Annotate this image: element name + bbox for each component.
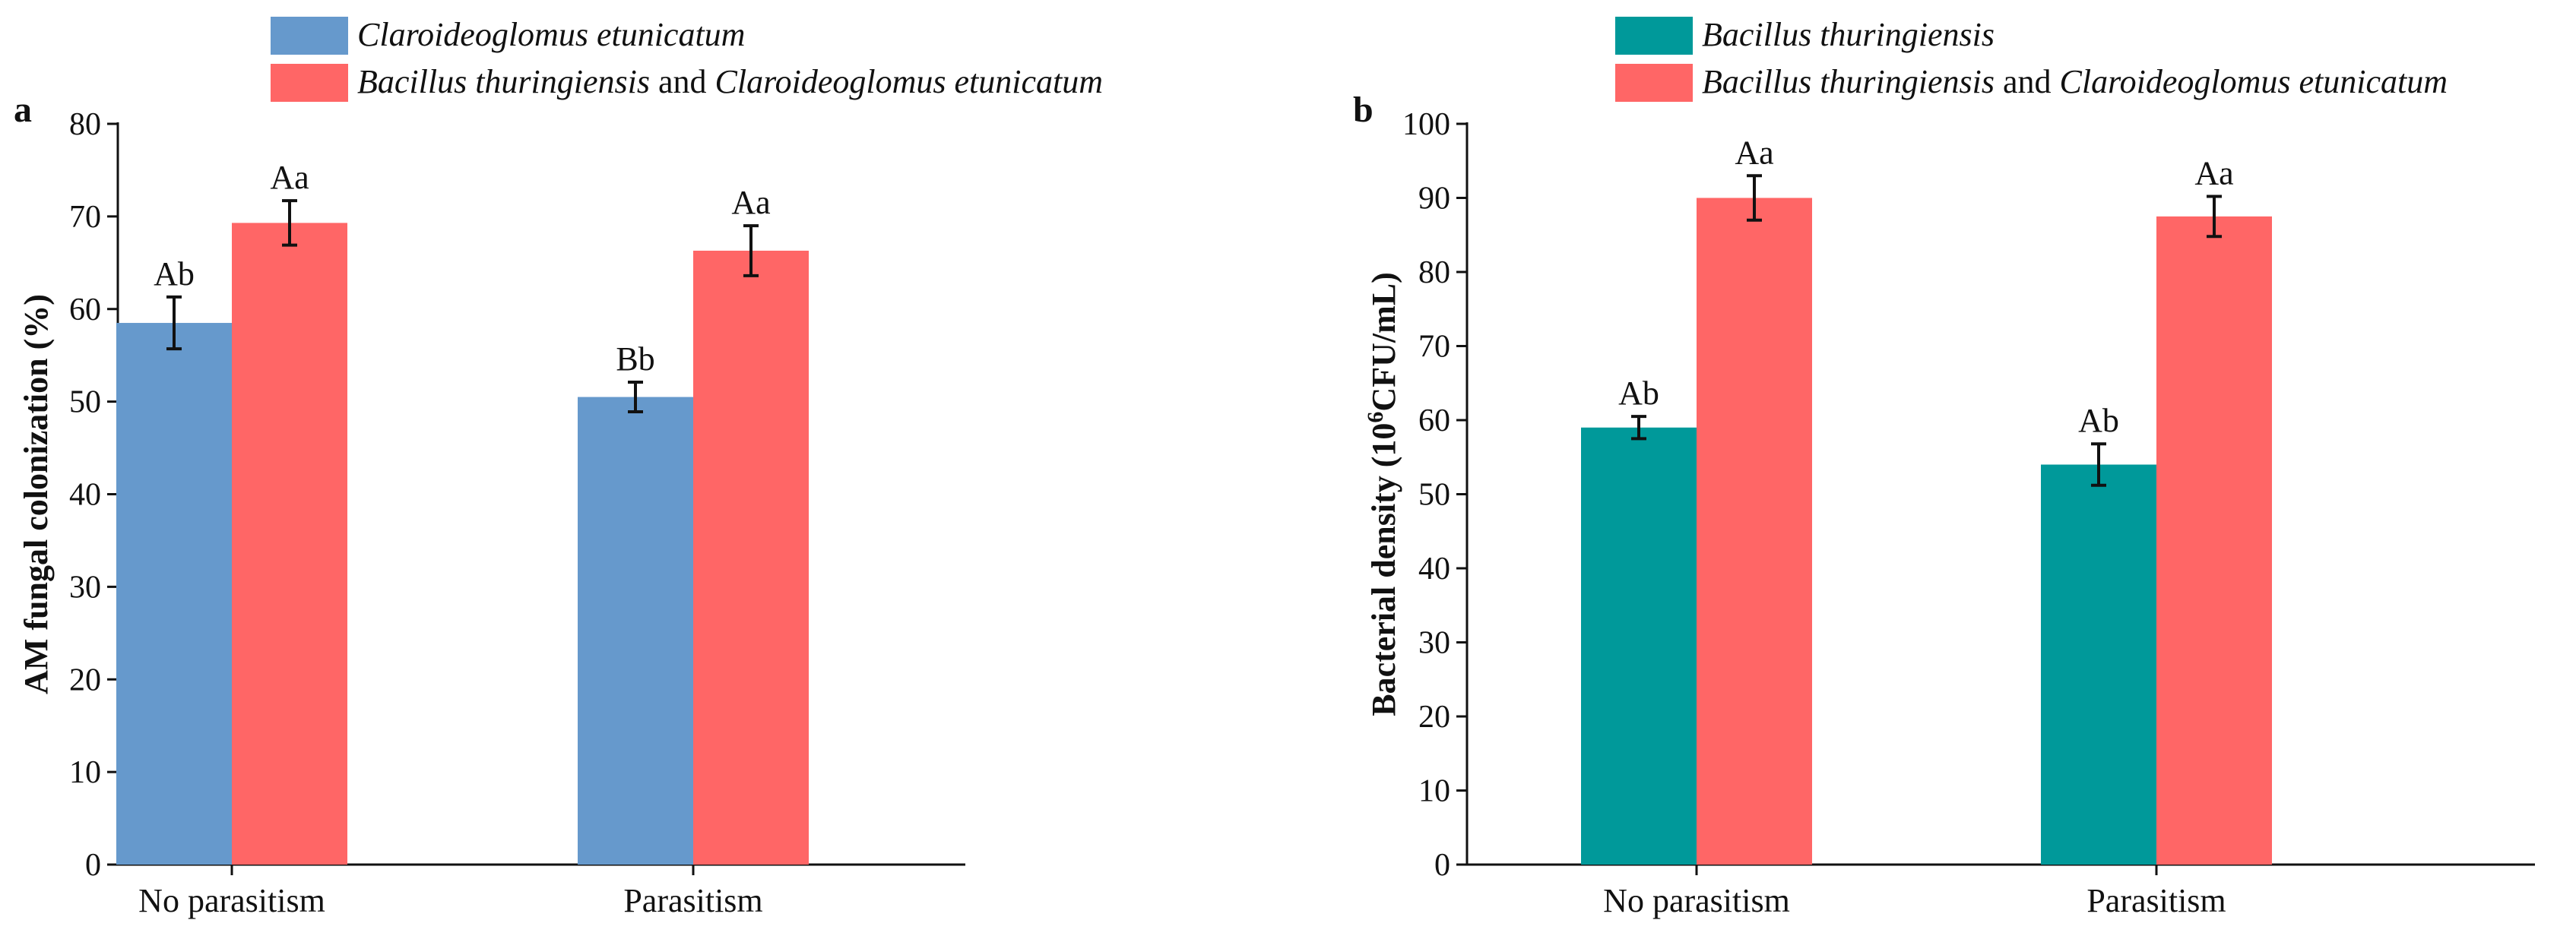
legend-swatch <box>1615 64 1693 102</box>
y-tick-label: 90 <box>1418 182 1450 217</box>
legend-swatch <box>1615 17 1693 55</box>
bar-single-0 <box>116 323 232 865</box>
legend-label: Claroideoglomus etunicatum <box>357 16 745 53</box>
bar-combined-1 <box>693 250 809 865</box>
y-tick-label: 50 <box>1418 478 1450 513</box>
y-tick-label: 60 <box>69 292 101 327</box>
chart-panel-a: a 0 10 20 30 40 50 60 70 80 No parasitism Parasitis… <box>14 16 1103 919</box>
legend-label: Bacillus thuringiensis and Claroideoglom… <box>357 63 1103 100</box>
significance-label: Ab <box>2078 402 2119 439</box>
bar-combined-0 <box>1697 198 1812 865</box>
significance-label: Bb <box>616 340 654 378</box>
legend-swatch <box>271 64 348 102</box>
y-tick-label: 20 <box>69 662 101 697</box>
bar-combined-1 <box>2156 216 2272 865</box>
y-tick-label: 30 <box>1418 626 1450 661</box>
y-tick-label: 40 <box>69 478 101 513</box>
y-axis-label: AM fungal colonization (%) <box>17 294 55 694</box>
bar-single-1 <box>2041 464 2156 865</box>
panel-letter: a <box>14 90 32 130</box>
significance-label: Ab <box>1618 375 1659 412</box>
y-tick-label: 60 <box>1418 403 1450 438</box>
y-tick-label: 100 <box>1402 107 1450 142</box>
legend-label: Bacillus thuringiensis <box>1702 16 1995 53</box>
significance-label: Aa <box>731 184 770 221</box>
y-tick-label: 0 <box>85 848 101 883</box>
bar-single-1 <box>578 397 693 865</box>
y-tick-label: 10 <box>69 755 101 790</box>
y-tick-label: 10 <box>1418 774 1450 809</box>
y-tick-label: 40 <box>1418 552 1450 587</box>
significance-label: Aa <box>2194 155 2233 192</box>
significance-label: Ab <box>154 255 195 292</box>
y-tick-label: 70 <box>1418 330 1450 365</box>
x-tick-label: No parasitism <box>138 882 325 919</box>
significance-label: Aa <box>270 159 309 196</box>
y-tick-label: 30 <box>69 570 101 605</box>
x-tick-label: Parasitism <box>2086 882 2226 919</box>
y-tick-label: 80 <box>1418 255 1450 290</box>
significance-label: Aa <box>1735 134 1773 171</box>
bar-single-0 <box>1581 427 1697 865</box>
legend-label: Bacillus thuringiensis and Claroideoglom… <box>1702 63 2448 100</box>
y-tick-label: 20 <box>1418 700 1450 735</box>
y-tick-label: 70 <box>69 200 101 235</box>
x-tick-label: Parasitism <box>623 882 762 919</box>
y-axis-label: Bacterial density (106CFU/mL) <box>1363 272 1403 716</box>
legend-swatch <box>271 17 348 55</box>
panel-letter: b <box>1353 90 1374 130</box>
bar-combined-0 <box>232 223 347 865</box>
x-tick-label: No parasitism <box>1603 882 1790 919</box>
chart-panel-b: b 0 10 20 30 40 50 60 70 80 90 100 No parasitism Para… <box>1353 16 2535 919</box>
y-tick-label: 0 <box>1434 848 1450 883</box>
y-tick-label: 50 <box>69 385 101 420</box>
y-tick-label: 80 <box>69 107 101 142</box>
